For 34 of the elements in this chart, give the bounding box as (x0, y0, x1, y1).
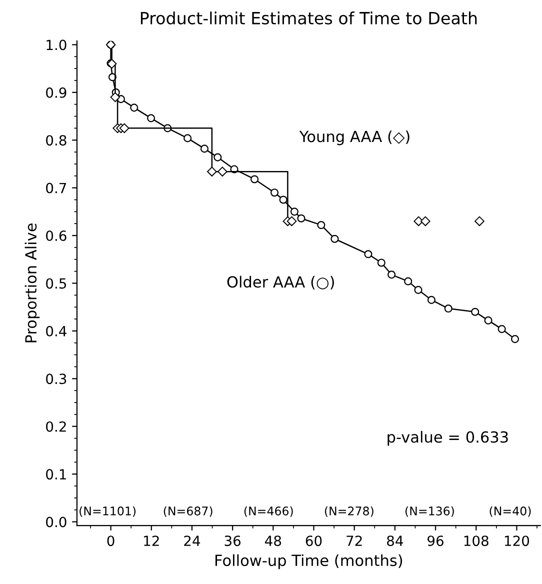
y-tick-label: 0.4 (46, 326, 66, 336)
y-tick-label: 0.6 (46, 230, 66, 242)
y-tick-label: 0.1 (46, 469, 66, 480)
y-tick-label: 0.7 (46, 182, 66, 194)
x-axis-title: Follow-up Time (months) (215, 554, 402, 570)
text: Older AAA (○) (227, 276, 334, 290)
x-tick-label: 36 (224, 536, 241, 546)
annotation: (N=278) (324, 506, 374, 517)
y-tick-label: 0.2 (46, 421, 66, 432)
chart-title: Product-limit Estimates of Time to Death (140, 12, 477, 24)
x-tick-label: 24 (184, 536, 200, 546)
x-tick-label: 0 (107, 536, 114, 546)
y-axis-title: Proportion Alive (24, 224, 40, 342)
annotation: p-value = 0.633 (388, 430, 508, 446)
y-tick-label: 0.8 (46, 135, 66, 146)
annotation: (N=136) (405, 506, 454, 517)
x-tick-label: 60 (306, 536, 322, 546)
y-tick-label: 0.5 (46, 278, 66, 289)
x-tick-label: 84 (387, 536, 403, 546)
x-tick-label: 48 (264, 536, 282, 546)
y-tick-label: 0.0 (46, 516, 66, 528)
x-tick-label: 72 (346, 536, 362, 546)
x-tick-label: 96 (428, 536, 444, 546)
x-tick-label: 108 (464, 536, 488, 546)
series-label: Young AAA (◇) (299, 130, 410, 146)
x-tick-label: 120 (504, 536, 530, 546)
y-tick-label: 1.0 (46, 40, 66, 50)
annotation: (N=1101) (80, 506, 136, 517)
annotation: (N=466) (244, 506, 293, 517)
y-tick-label: 0.3 (46, 374, 66, 384)
annotation: (N=687) (164, 506, 212, 517)
annotation: (N=40) (490, 506, 531, 517)
y-tick-label: 0.9 (46, 87, 66, 98)
x-tick-label: 12 (144, 536, 159, 546)
